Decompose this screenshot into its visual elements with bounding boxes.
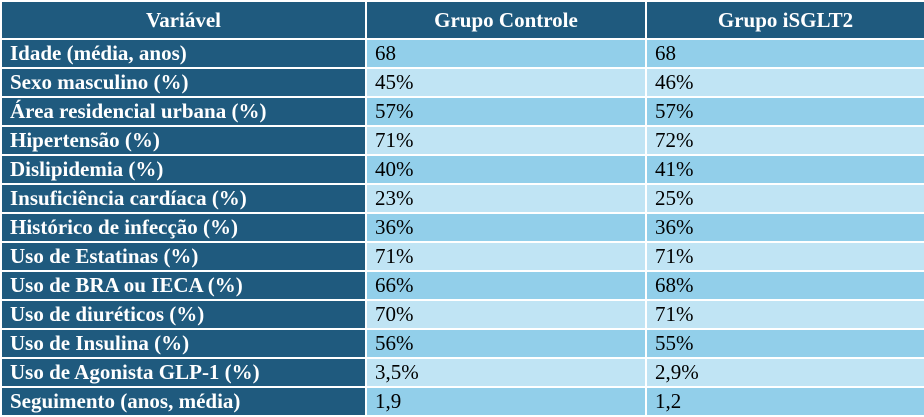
header-row: Variável Grupo Controle Grupo iSGLT2	[0, 0, 924, 40]
value-cell: 71%	[645, 299, 924, 330]
value-cell: 56%	[365, 328, 647, 359]
row-label: Histórico de infecção (%)	[0, 212, 367, 243]
value-cell: 55%	[645, 328, 924, 359]
header-cell: Variável	[0, 0, 367, 40]
row-label: Uso de diuréticos (%)	[0, 299, 367, 330]
table-row: Uso de BRA ou IECA (%) 66% 68%	[0, 270, 924, 301]
value-cell: 2,9%	[645, 357, 924, 388]
table-row: Insuficiência cardíaca (%) 23% 25%	[0, 183, 924, 214]
table-body: Idade (média, anos) 68 68 Sexo masculino (%…	[0, 38, 924, 417]
table-row: Uso de Agonista GLP-1 (%) 3,5% 2,9%	[0, 357, 924, 388]
value-cell: 70%	[365, 299, 647, 330]
table-row: Seguimento (anos, média) 1,9 1,2	[0, 386, 924, 417]
table-row: Uso de diuréticos (%) 70% 71%	[0, 299, 924, 330]
row-label: Hipertensão (%)	[0, 125, 367, 156]
table-row: Histórico de infecção (%) 36% 36%	[0, 212, 924, 243]
value-cell: 36%	[645, 212, 924, 243]
table-row: Sexo masculino (%) 45% 46%	[0, 67, 924, 98]
row-label: Seguimento (anos, média)	[0, 386, 367, 417]
value-cell: 45%	[365, 67, 647, 98]
value-cell: 1,9	[365, 386, 647, 417]
row-label: Uso de Insulina (%)	[0, 328, 367, 359]
row-label: Sexo masculino (%)	[0, 67, 367, 98]
value-cell: 57%	[645, 96, 924, 127]
row-label: Área residencial urbana (%)	[0, 96, 367, 127]
row-label: Dislipidemia (%)	[0, 154, 367, 185]
value-cell: 68	[645, 38, 924, 69]
value-cell: 71%	[645, 241, 924, 272]
row-label: Uso de Estatinas (%)	[0, 241, 367, 272]
table-row: Hipertensão (%) 71% 72%	[0, 125, 924, 156]
value-cell: 72%	[645, 125, 924, 156]
value-cell: 40%	[365, 154, 647, 185]
value-cell: 68	[365, 38, 647, 69]
row-label: Idade (média, anos)	[0, 38, 367, 69]
value-cell: 41%	[645, 154, 924, 185]
value-cell: 46%	[645, 67, 924, 98]
value-cell: 66%	[365, 270, 647, 301]
row-label: Uso de BRA ou IECA (%)	[0, 270, 367, 301]
table-row: Uso de Estatinas (%) 71% 71%	[0, 241, 924, 272]
value-cell: 68%	[645, 270, 924, 301]
value-cell: 71%	[365, 125, 647, 156]
value-cell: 1,2	[645, 386, 924, 417]
value-cell: 25%	[645, 183, 924, 214]
header-cell: Grupo iSGLT2	[645, 0, 924, 40]
table-row: Idade (média, anos) 68 68	[0, 38, 924, 69]
header-cell: Grupo Controle	[365, 0, 647, 40]
table-row: Área residencial urbana (%) 57% 57%	[0, 96, 924, 127]
value-cell: 23%	[365, 183, 647, 214]
table-row: Uso de Insulina (%) 56% 55%	[0, 328, 924, 359]
value-cell: 36%	[365, 212, 647, 243]
value-cell: 57%	[365, 96, 647, 127]
row-label: Uso de Agonista GLP-1 (%)	[0, 357, 367, 388]
value-cell: 3,5%	[365, 357, 647, 388]
value-cell: 71%	[365, 241, 647, 272]
row-label: Insuficiência cardíaca (%)	[0, 183, 367, 214]
table-row: Dislipidemia (%) 40% 41%	[0, 154, 924, 185]
